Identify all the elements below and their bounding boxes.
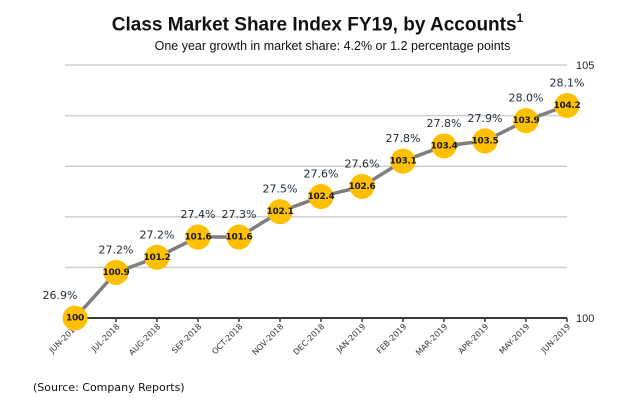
market-share-label: 27.2% bbox=[140, 228, 175, 241]
data-point-value-label: 101.6 bbox=[226, 233, 253, 243]
data-point-marker bbox=[431, 133, 457, 159]
x-tick-label: MAY-2019 bbox=[498, 322, 532, 356]
x-axis-labels: JUN-2018 JUL-2018 AUG-2018 SEP-2018 OCT-2018… bbox=[47, 322, 573, 357]
chart-title: Class Market Share Index FY19, by Accoun… bbox=[0, 11, 635, 36]
data-point-value-label: 100 bbox=[66, 314, 84, 324]
data-point-marker bbox=[103, 259, 129, 285]
x-tick-label: JUN-2019 bbox=[539, 322, 573, 356]
market-share-label: 27.9% bbox=[468, 112, 503, 125]
market-share-label: 27.6% bbox=[304, 168, 339, 181]
data-markers: 100 100.9 101.2 101.6 101.6 102.1 102.4 102.6 10… bbox=[62, 92, 581, 331]
x-tick-label: JAN-2019 bbox=[334, 322, 367, 355]
data-point-marker bbox=[144, 244, 170, 270]
data-point-marker bbox=[349, 173, 375, 199]
gridlines bbox=[65, 64, 567, 269]
market-share-label: 27.8% bbox=[427, 117, 462, 130]
chart-title-superscript: 1 bbox=[516, 11, 524, 25]
data-point-marker bbox=[185, 224, 211, 250]
x-axis bbox=[74, 317, 568, 322]
x-tick-label: JUL-2018 bbox=[89, 322, 121, 354]
market-share-label: 27.2% bbox=[99, 243, 134, 256]
market-share-label: 28.1% bbox=[550, 76, 585, 89]
x-tick-label: OCT-2018 bbox=[210, 322, 244, 356]
data-point-value-label: 101.2 bbox=[144, 253, 171, 263]
source-note: (Source: Company Reports) bbox=[33, 381, 185, 394]
x-tick-label: AUG-2018 bbox=[127, 322, 162, 357]
chart-title-text: Class Market Share Index FY19, by Accoun… bbox=[111, 14, 517, 36]
data-point-value-label: 102.6 bbox=[349, 182, 376, 192]
data-point-value-label: 103.5 bbox=[472, 136, 499, 146]
market-share-label: 27.6% bbox=[345, 157, 380, 170]
y-axis-labels: 105 100 bbox=[576, 60, 594, 325]
data-point-marker bbox=[390, 148, 416, 174]
data-point-marker bbox=[513, 108, 539, 134]
market-share-label: 27.8% bbox=[386, 132, 421, 145]
y-tick-label-max: 105 bbox=[576, 60, 594, 72]
market-share-label: 27.5% bbox=[263, 183, 298, 196]
market-share-label: 27.3% bbox=[222, 208, 257, 221]
market-share-label: 26.9% bbox=[43, 289, 78, 302]
data-point-value-label: 102.1 bbox=[267, 207, 294, 217]
y-tick-label-min: 100 bbox=[576, 313, 594, 325]
data-point-value-label: 104.2 bbox=[554, 101, 581, 111]
percent-labels: 26.9% 27.2% 27.2% 27.4% 27.3% 27.5% 27.6% 27.6%… bbox=[43, 76, 585, 302]
data-point-value-label: 103.1 bbox=[390, 157, 417, 167]
x-tick-label: FEB-2019 bbox=[375, 322, 409, 356]
x-tick-label: NOV-2018 bbox=[250, 322, 285, 357]
data-point-value-label: 103.4 bbox=[431, 141, 458, 151]
data-point-marker bbox=[472, 128, 498, 154]
market-share-label: 28.0% bbox=[509, 92, 544, 105]
x-tick-label: MAR-2019 bbox=[414, 322, 449, 357]
data-point-marker bbox=[554, 92, 580, 118]
data-point-marker bbox=[308, 184, 334, 210]
x-tick-label: DEC-2018 bbox=[292, 322, 327, 357]
x-tick-label: APR-2019 bbox=[457, 322, 491, 356]
x-tick-label: SEP-2018 bbox=[170, 322, 203, 355]
data-point-marker bbox=[267, 199, 293, 225]
data-point-marker bbox=[62, 305, 88, 331]
data-point-value-label: 101.6 bbox=[185, 233, 212, 243]
data-point-value-label: 102.4 bbox=[308, 192, 335, 202]
data-point-value-label: 103.9 bbox=[513, 116, 540, 126]
market-share-label: 27.4% bbox=[181, 208, 216, 221]
chart-subtitle: One year growth in market share: 4.2% or… bbox=[154, 39, 511, 53]
data-point-marker bbox=[226, 224, 252, 250]
data-point-value-label: 100.9 bbox=[103, 268, 130, 278]
